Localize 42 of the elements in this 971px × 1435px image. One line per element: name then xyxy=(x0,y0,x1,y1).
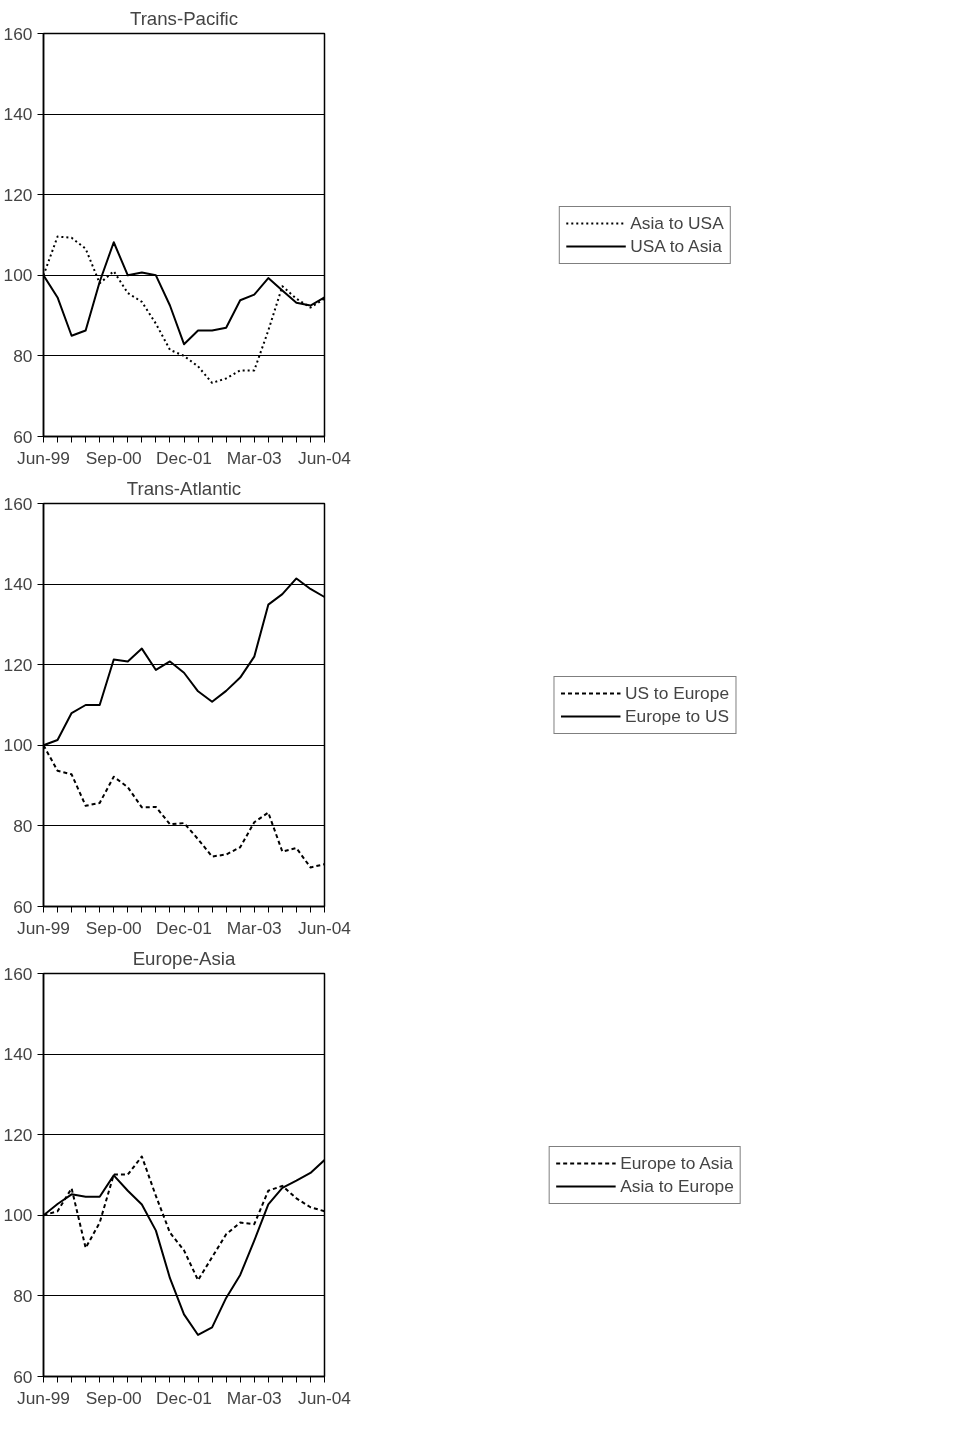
legend-label: Europe to Asia xyxy=(620,1152,733,1174)
y-tick-label: 80 xyxy=(13,1285,33,1306)
y-tick-label: 100 xyxy=(3,735,33,756)
y-tick-label: 120 xyxy=(3,654,33,675)
x-tick-label: Mar-03 xyxy=(226,1387,282,1408)
y-tick-label: 60 xyxy=(13,426,33,447)
legend-label: US to Europe xyxy=(624,682,730,704)
x-tick-label: Jun-04 xyxy=(298,1387,352,1408)
y-tick-label: 100 xyxy=(3,265,33,286)
y-tick-label: 120 xyxy=(3,184,33,205)
y-tick-label: 120 xyxy=(3,1124,33,1145)
legend-label: USA to Asia xyxy=(630,235,722,257)
legend-label: Asia to Europe xyxy=(620,1175,734,1197)
x-tick-label: Mar-03 xyxy=(226,447,282,468)
x-tick-label: Sep-00 xyxy=(85,1387,142,1408)
x-tick-label: Jun-04 xyxy=(298,447,352,468)
y-tick-label: 160 xyxy=(3,963,33,984)
x-tick-label: Sep-00 xyxy=(85,917,142,938)
y-tick-label: 60 xyxy=(13,896,33,917)
legend-label: Asia to USA xyxy=(630,212,724,234)
y-tick-label: 140 xyxy=(3,574,33,595)
legend-label: Europe to US xyxy=(624,705,730,727)
chart-title: Europe-Asia xyxy=(132,947,236,969)
x-tick-label: Dec-01 xyxy=(156,917,212,938)
x-tick-label: Dec-01 xyxy=(156,447,212,468)
y-tick-label: 100 xyxy=(3,1205,33,1226)
x-tick-label: Jun-99 xyxy=(17,447,70,468)
x-tick-label: Mar-03 xyxy=(226,917,282,938)
x-tick-label: Jun-99 xyxy=(17,917,70,938)
y-tick-label: 140 xyxy=(3,1044,33,1065)
y-tick-label: 140 xyxy=(3,104,33,125)
x-tick-label: Sep-00 xyxy=(85,447,142,468)
chart-title: Trans-Pacific xyxy=(129,7,239,29)
y-tick-label: 80 xyxy=(13,815,33,836)
y-tick-label: 60 xyxy=(13,1366,33,1387)
x-tick-label: Jun-04 xyxy=(298,917,352,938)
y-tick-label: 160 xyxy=(3,493,33,514)
y-tick-label: 160 xyxy=(3,23,33,44)
y-tick-label: 80 xyxy=(13,345,33,366)
x-tick-label: Dec-01 xyxy=(156,1387,212,1408)
x-tick-label: Jun-99 xyxy=(17,1387,70,1408)
chart-title: Trans-Atlantic xyxy=(126,477,242,499)
